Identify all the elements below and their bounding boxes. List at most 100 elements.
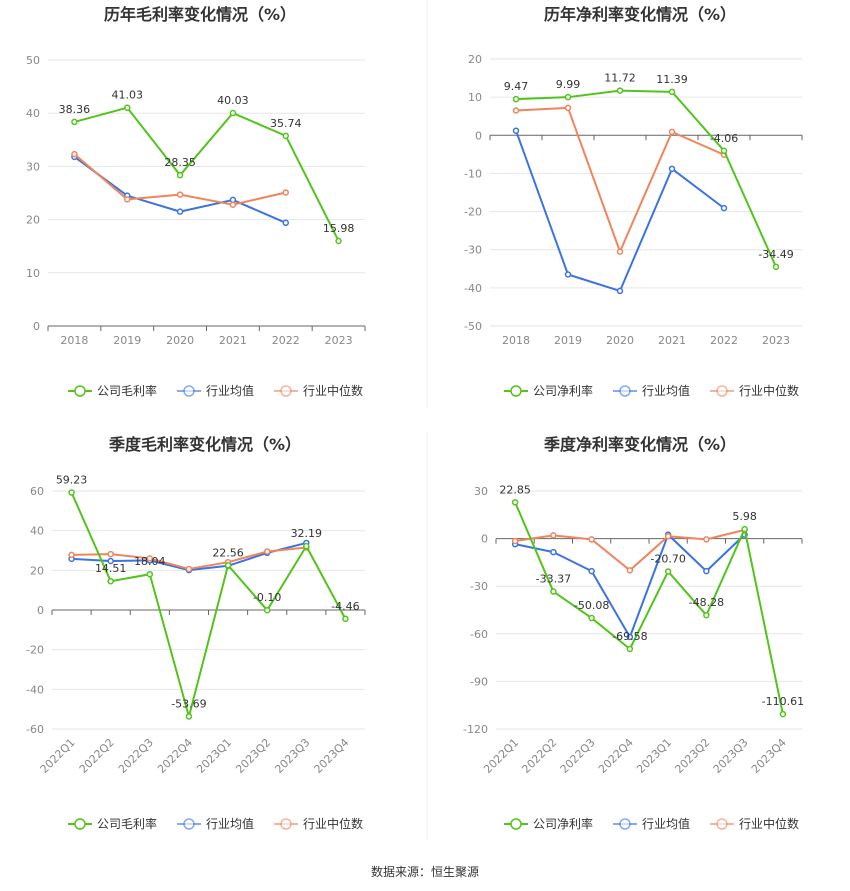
legend-label: 行业均值 [642, 383, 690, 398]
y-tick-label: -30 [464, 244, 482, 257]
data-point-company [720, 147, 728, 155]
series-line-median [514, 528, 745, 572]
y-tick-label: 40 [26, 107, 40, 120]
data-point-avg [668, 165, 676, 173]
data-label: 59.23 [56, 474, 88, 487]
y-tick-label: -40 [464, 282, 482, 295]
y-tick-label: -10 [464, 167, 482, 180]
legend-label: 行业均值 [206, 383, 254, 398]
x-tick-label: 2020 [606, 334, 634, 347]
data-label: 22.85 [499, 483, 531, 496]
y-tick-label: 50 [26, 54, 40, 67]
chart-title: 季度净利率变化情况（%） [543, 435, 736, 454]
data-label: 40.03 [217, 94, 249, 107]
data-point-company [664, 568, 672, 575]
data-point-median [588, 536, 595, 543]
legend-item-median[interactable]: 行业中位数 [274, 816, 363, 831]
y-tick-label: -20 [26, 644, 44, 657]
data-point-avg [550, 548, 557, 556]
legend-item-median[interactable]: 行业中位数 [710, 383, 799, 398]
data-point-company [779, 710, 787, 718]
data-point-company [564, 93, 572, 101]
x-tick-label: 2018 [60, 334, 88, 347]
legend-label: 行业均值 [206, 816, 254, 831]
data-point-avg [564, 271, 572, 278]
data-label: -110.61 [762, 695, 804, 708]
data-point-avg [616, 287, 624, 295]
legend-label: 行业中位数 [739, 816, 799, 831]
data-point-company [342, 615, 349, 623]
data-point-median [71, 150, 78, 158]
legend-swatch-marker [619, 385, 631, 397]
data-point-company [335, 237, 342, 245]
legend-item-avg[interactable]: 行业均值 [177, 816, 254, 831]
legend-item-median[interactable]: 行业中位数 [274, 383, 363, 398]
y-tick-label: -30 [470, 580, 488, 593]
x-tick-label: 2022Q2 [519, 736, 559, 776]
data-point-avg [107, 557, 114, 565]
data-point-company [512, 95, 520, 103]
data-point-company [263, 606, 271, 614]
series-line-median [515, 106, 725, 253]
y-tick-label: 10 [26, 267, 40, 280]
y-tick-label: 40 [30, 525, 44, 538]
x-tick-label: 2023Q1 [634, 736, 674, 776]
data-point-median [229, 201, 237, 208]
legend-item-avg[interactable]: 行业均值 [177, 383, 254, 398]
x-tick-label: 2019 [113, 334, 141, 347]
legend-item-company[interactable]: 公司毛利率 [68, 383, 157, 398]
legend-label: 行业中位数 [303, 383, 363, 398]
x-tick-label: 2021 [658, 334, 686, 347]
data-point-median [616, 248, 624, 255]
x-tick-label: 2022Q3 [116, 736, 156, 776]
y-tick-label: 20 [30, 564, 44, 577]
y-tick-label: -90 [470, 675, 488, 688]
data-point-median [185, 565, 193, 573]
data-point-company [511, 499, 519, 506]
data-label: -33.37 [536, 573, 571, 586]
x-tick-label: 2022Q1 [38, 736, 78, 776]
legend-label: 公司毛利率 [97, 816, 157, 831]
data-point-company [229, 109, 237, 117]
legend-item-company[interactable]: 公司净利率 [504, 816, 593, 831]
x-tick-label: 2020 [166, 334, 194, 347]
y-tick-label: 0 [475, 129, 482, 142]
x-tick-label: 2022 [710, 334, 738, 347]
x-tick-label: 2023Q3 [272, 736, 312, 776]
chart-title: 季度毛利率变化情况（%） [108, 435, 301, 454]
data-point-company [68, 489, 75, 496]
data-point-median [512, 107, 520, 114]
legend-item-median[interactable]: 行业中位数 [710, 816, 799, 831]
series-line-company [74, 106, 340, 242]
x-tick-label: 2023 [325, 334, 353, 347]
data-point-company [224, 562, 232, 569]
chart-title: 历年净利率变化情况（%） [544, 5, 736, 24]
data-label: 9.99 [556, 78, 581, 91]
y-tick-label: 30 [474, 485, 488, 498]
data-point-company [588, 614, 595, 622]
data-point-company [626, 645, 634, 653]
data-label: -48.28 [689, 596, 724, 609]
x-tick-label: 2022Q1 [481, 736, 521, 776]
legend-label: 行业均值 [642, 816, 690, 831]
data-label: 41.03 [112, 89, 144, 102]
legend-item-company[interactable]: 公司净利率 [504, 383, 593, 398]
legend-item-company[interactable]: 公司毛利率 [68, 816, 157, 831]
y-tick-label: 0 [37, 604, 44, 617]
data-point-avg [176, 208, 184, 215]
y-tick-label: -40 [26, 683, 44, 696]
data-label: 28.35 [164, 156, 196, 169]
legend-item-avg[interactable]: 行业均值 [613, 383, 690, 398]
legend-swatch-marker [280, 818, 292, 830]
x-tick-label: 2022 [272, 334, 300, 347]
legend-item-avg[interactable]: 行业均值 [613, 816, 690, 831]
y-tick-label: 60 [30, 485, 44, 498]
x-tick-label: 2022Q4 [596, 736, 636, 776]
data-label: 11.39 [656, 73, 688, 86]
data-label: 38.36 [59, 103, 91, 116]
data-label: 11.72 [604, 72, 636, 85]
legend-swatch-marker [510, 385, 522, 397]
data-point-avg [588, 567, 595, 575]
data-label: 32.19 [291, 527, 323, 540]
